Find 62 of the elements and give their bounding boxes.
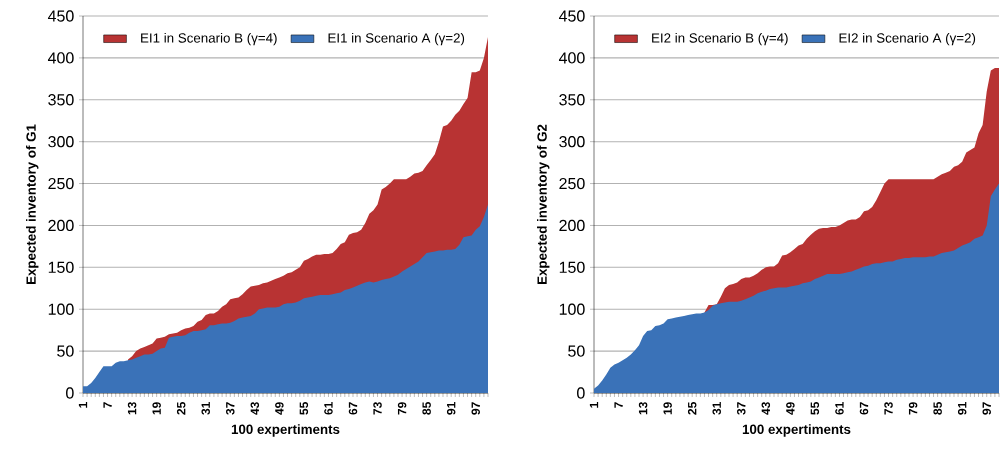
y-tick-label: 400 [47, 52, 74, 64]
y-axis-title: Expected inventory of G2 [537, 124, 550, 284]
x-tick-label: 7 [103, 402, 112, 408]
x-tick-label: 31 [712, 402, 721, 415]
legend-label: EI2 in Scenario B (γ=4) [652, 32, 788, 46]
x-tick-label: 55 [299, 402, 309, 415]
x-tick-label: 79 [908, 402, 918, 415]
legend-label: EI1 in Scenario B (γ=4) [141, 32, 277, 46]
x-tick-label: 97 [471, 402, 480, 415]
legend-label: EI1 in Scenario A (γ=2) [328, 32, 465, 46]
y-tick-label: 50 [568, 345, 585, 357]
y-axis-title: Expected inventory of G1 [26, 124, 39, 284]
y-tick-label: 0 [577, 387, 585, 399]
y-tick-label: 200 [559, 219, 585, 232]
y-tick-label: 150 [48, 261, 74, 273]
x-tick-label: 19 [152, 402, 161, 415]
x-tick-label: 37 [737, 402, 746, 415]
x-tick-label: 67 [859, 402, 869, 415]
y-tick-label: 300 [559, 136, 585, 148]
y-tick-label: 50 [57, 345, 74, 357]
x-tick-label: 85 [422, 402, 431, 415]
x-tick-label: 37 [226, 402, 235, 415]
y-tick-label: 450 [47, 10, 74, 22]
x-tick-label: 79 [397, 402, 407, 415]
y-tick-label: 100 [559, 303, 585, 315]
x-tick-label: 91 [957, 402, 967, 415]
x-tick-label: 43 [761, 402, 771, 415]
y-tick-label: 200 [48, 219, 74, 232]
x-tick-label: 55 [810, 402, 820, 415]
x-tick-label: 61 [835, 402, 844, 415]
x-tick-label: 13 [638, 402, 648, 415]
y-tick-label: 100 [48, 303, 74, 315]
x-tick-label: 97 [982, 402, 991, 415]
y-tick-label: 250 [48, 177, 74, 190]
x-tick-label: 43 [250, 402, 260, 415]
x-tick-label: 49 [786, 402, 795, 415]
x-tick-label: 85 [933, 402, 942, 415]
y-tick-label: 0 [66, 387, 74, 399]
y-tick-label: 450 [558, 10, 585, 22]
x-tick-label: 73 [373, 402, 382, 415]
x-tick-label: 49 [275, 402, 284, 415]
x-tick-label: 61 [324, 402, 333, 415]
x-tick-label: 73 [884, 402, 893, 415]
x-tick-label: 13 [127, 402, 137, 415]
y-tick-label: 400 [558, 52, 585, 64]
x-tick-label: 7 [614, 402, 623, 408]
x-tick-label: 67 [348, 402, 358, 415]
y-tick-label: 300 [48, 136, 74, 148]
y-tick-label: 150 [559, 261, 585, 273]
x-tick-label: 31 [201, 402, 210, 415]
y-tick-label: 350 [48, 94, 74, 106]
x-tick-label: 91 [446, 402, 456, 415]
legend-label: EI2 in Scenario A (γ=2) [839, 32, 976, 46]
x-axis-title: 100 expertiments [742, 424, 851, 437]
y-tick-label: 350 [559, 94, 585, 106]
x-axis-title: 100 expertiments [231, 424, 340, 437]
x-tick-label: 25 [176, 402, 186, 415]
x-tick-label: 25 [687, 402, 697, 415]
x-tick-label: 1 [589, 402, 599, 408]
x-tick-label: 1 [78, 402, 88, 408]
x-tick-label: 19 [663, 402, 672, 415]
y-tick-label: 250 [559, 177, 585, 190]
